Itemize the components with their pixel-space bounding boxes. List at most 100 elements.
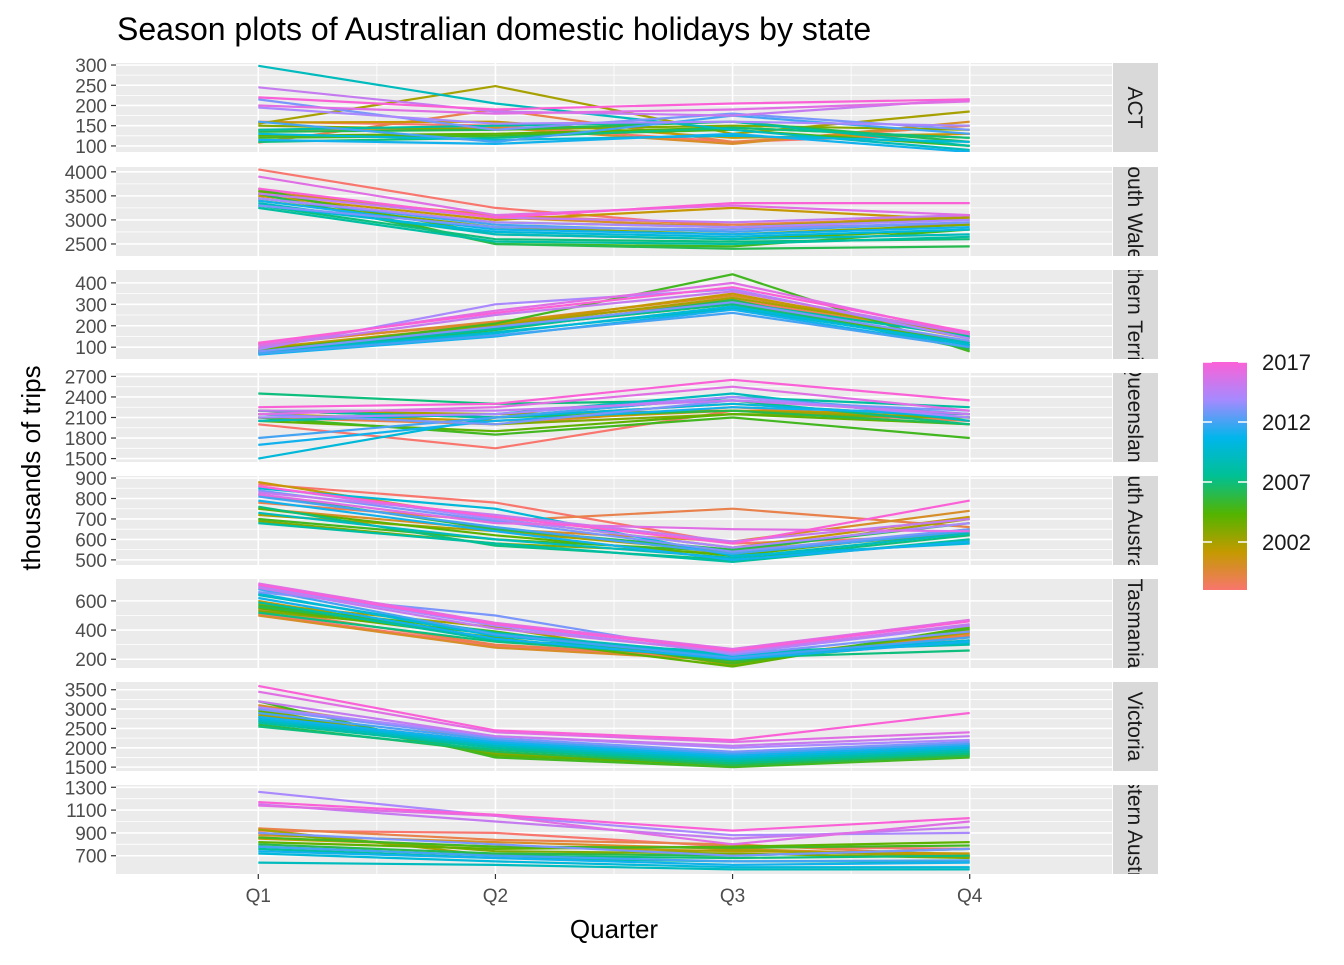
y-tick-label: 2400 (65, 388, 107, 409)
facet-strip: ACT (1113, 63, 1158, 152)
facet-strip: Victoria (1113, 682, 1158, 771)
facet-strip: Queensland (1113, 373, 1158, 462)
series-line (258, 588, 970, 659)
series-line (258, 717, 970, 759)
series-line (258, 725, 970, 765)
series-line (258, 406, 970, 446)
series-line (258, 485, 970, 545)
y-tick-label: 300 (75, 56, 107, 77)
strip-label: Tasmania (1123, 579, 1146, 669)
strip-label-wrapper: Tasmania (1123, 579, 1146, 669)
y-tick-label: 700 (75, 510, 107, 531)
series-line (258, 392, 970, 426)
color-legend: 2002 2007 2012 2017 (1203, 350, 1311, 590)
series-line (258, 187, 970, 219)
facet-strip: South Wales (1113, 167, 1158, 256)
y-tick-label: 1300 (65, 778, 107, 799)
series-line (258, 861, 970, 871)
x-tick-label: Q4 (957, 886, 983, 907)
y-tick-label: 900 (75, 824, 107, 845)
y-tick-label: 150 (75, 117, 107, 138)
strip-background (1113, 167, 1158, 256)
legend-label: 2002 (1262, 530, 1311, 555)
series-line (258, 715, 970, 757)
x-axis: Q1 Q2 Q3 Q4 (246, 874, 983, 907)
series-line (258, 495, 970, 555)
series-line (258, 86, 970, 117)
series-line (258, 301, 970, 353)
y-tick-label: 600 (75, 592, 107, 613)
strip-label: Victoria (1123, 692, 1146, 762)
series-line (258, 582, 970, 651)
series-line (258, 194, 970, 222)
strip-background (1113, 785, 1158, 874)
series-line (258, 385, 970, 416)
series-line (258, 96, 970, 111)
strip-label-wrapper: ACT (1123, 87, 1146, 129)
colorbar (1203, 362, 1247, 590)
y-tick-label: 3500 (65, 681, 107, 702)
strip-label-wrapper: Northern Territory (1123, 233, 1146, 396)
y-tick-label: 2000 (65, 739, 107, 760)
series-line (258, 416, 970, 440)
series-line (258, 132, 970, 152)
series-line (258, 511, 970, 559)
strip-background (1113, 476, 1158, 565)
series-line (258, 845, 970, 863)
series-line (258, 790, 970, 837)
series-line (258, 106, 970, 127)
series-line (258, 801, 970, 832)
y-tick-label: 200 (75, 650, 107, 671)
series-line (258, 378, 970, 409)
y-tick-label: 3000 (65, 700, 107, 721)
y-tick-label: 300 (75, 295, 107, 316)
y-tick-label: 1100 (66, 801, 107, 822)
strip-label: South Australia (1123, 450, 1146, 592)
series-line (258, 192, 970, 224)
series-lines (258, 273, 971, 356)
series-line (258, 711, 970, 755)
strip-background (1113, 63, 1158, 152)
strip-label-wrapper: South Australia (1123, 450, 1146, 592)
y-tick-label: 700 (75, 847, 107, 868)
legend-label: 2017 (1262, 350, 1311, 375)
series-line (258, 190, 970, 229)
y-tick-label: 2700 (65, 367, 107, 388)
y-tick-label: 2500 (65, 719, 107, 740)
y-tick-label: 2500 (65, 235, 107, 256)
y-tick-label: 500 (75, 551, 107, 572)
facet-strip: Western Australia (1113, 747, 1158, 912)
series-line (258, 204, 970, 231)
legend-label: 2007 (1262, 470, 1311, 495)
y-tick-label: 800 (75, 490, 107, 511)
series-lines (258, 64, 970, 152)
strip-label: ACT (1123, 87, 1146, 129)
series-line (258, 721, 970, 763)
series-line (258, 827, 970, 857)
strip-background (1113, 579, 1158, 668)
strip-label: Western Australia (1123, 747, 1146, 912)
series-line (258, 399, 970, 426)
chart-title: Season plots of Australian domestic holi… (117, 11, 871, 47)
y-tick-label: 100 (75, 137, 107, 158)
series-line (258, 199, 970, 236)
series-lines (258, 168, 970, 250)
series-line (258, 829, 970, 850)
y-tick-label: 4000 (65, 163, 107, 184)
strip-background (1113, 373, 1158, 462)
x-tick-label: Q3 (720, 886, 745, 907)
series-line (258, 836, 970, 849)
facet-panel: 2500 3000 3500 4000 South Wales (65, 163, 1158, 256)
strip-label-wrapper: Queensland (1123, 373, 1146, 462)
strip-label: Northern Territory (1123, 233, 1146, 396)
series-line (258, 831, 970, 857)
series-line (258, 850, 970, 867)
series-line (258, 290, 970, 349)
y-tick-label: 3000 (65, 211, 107, 232)
